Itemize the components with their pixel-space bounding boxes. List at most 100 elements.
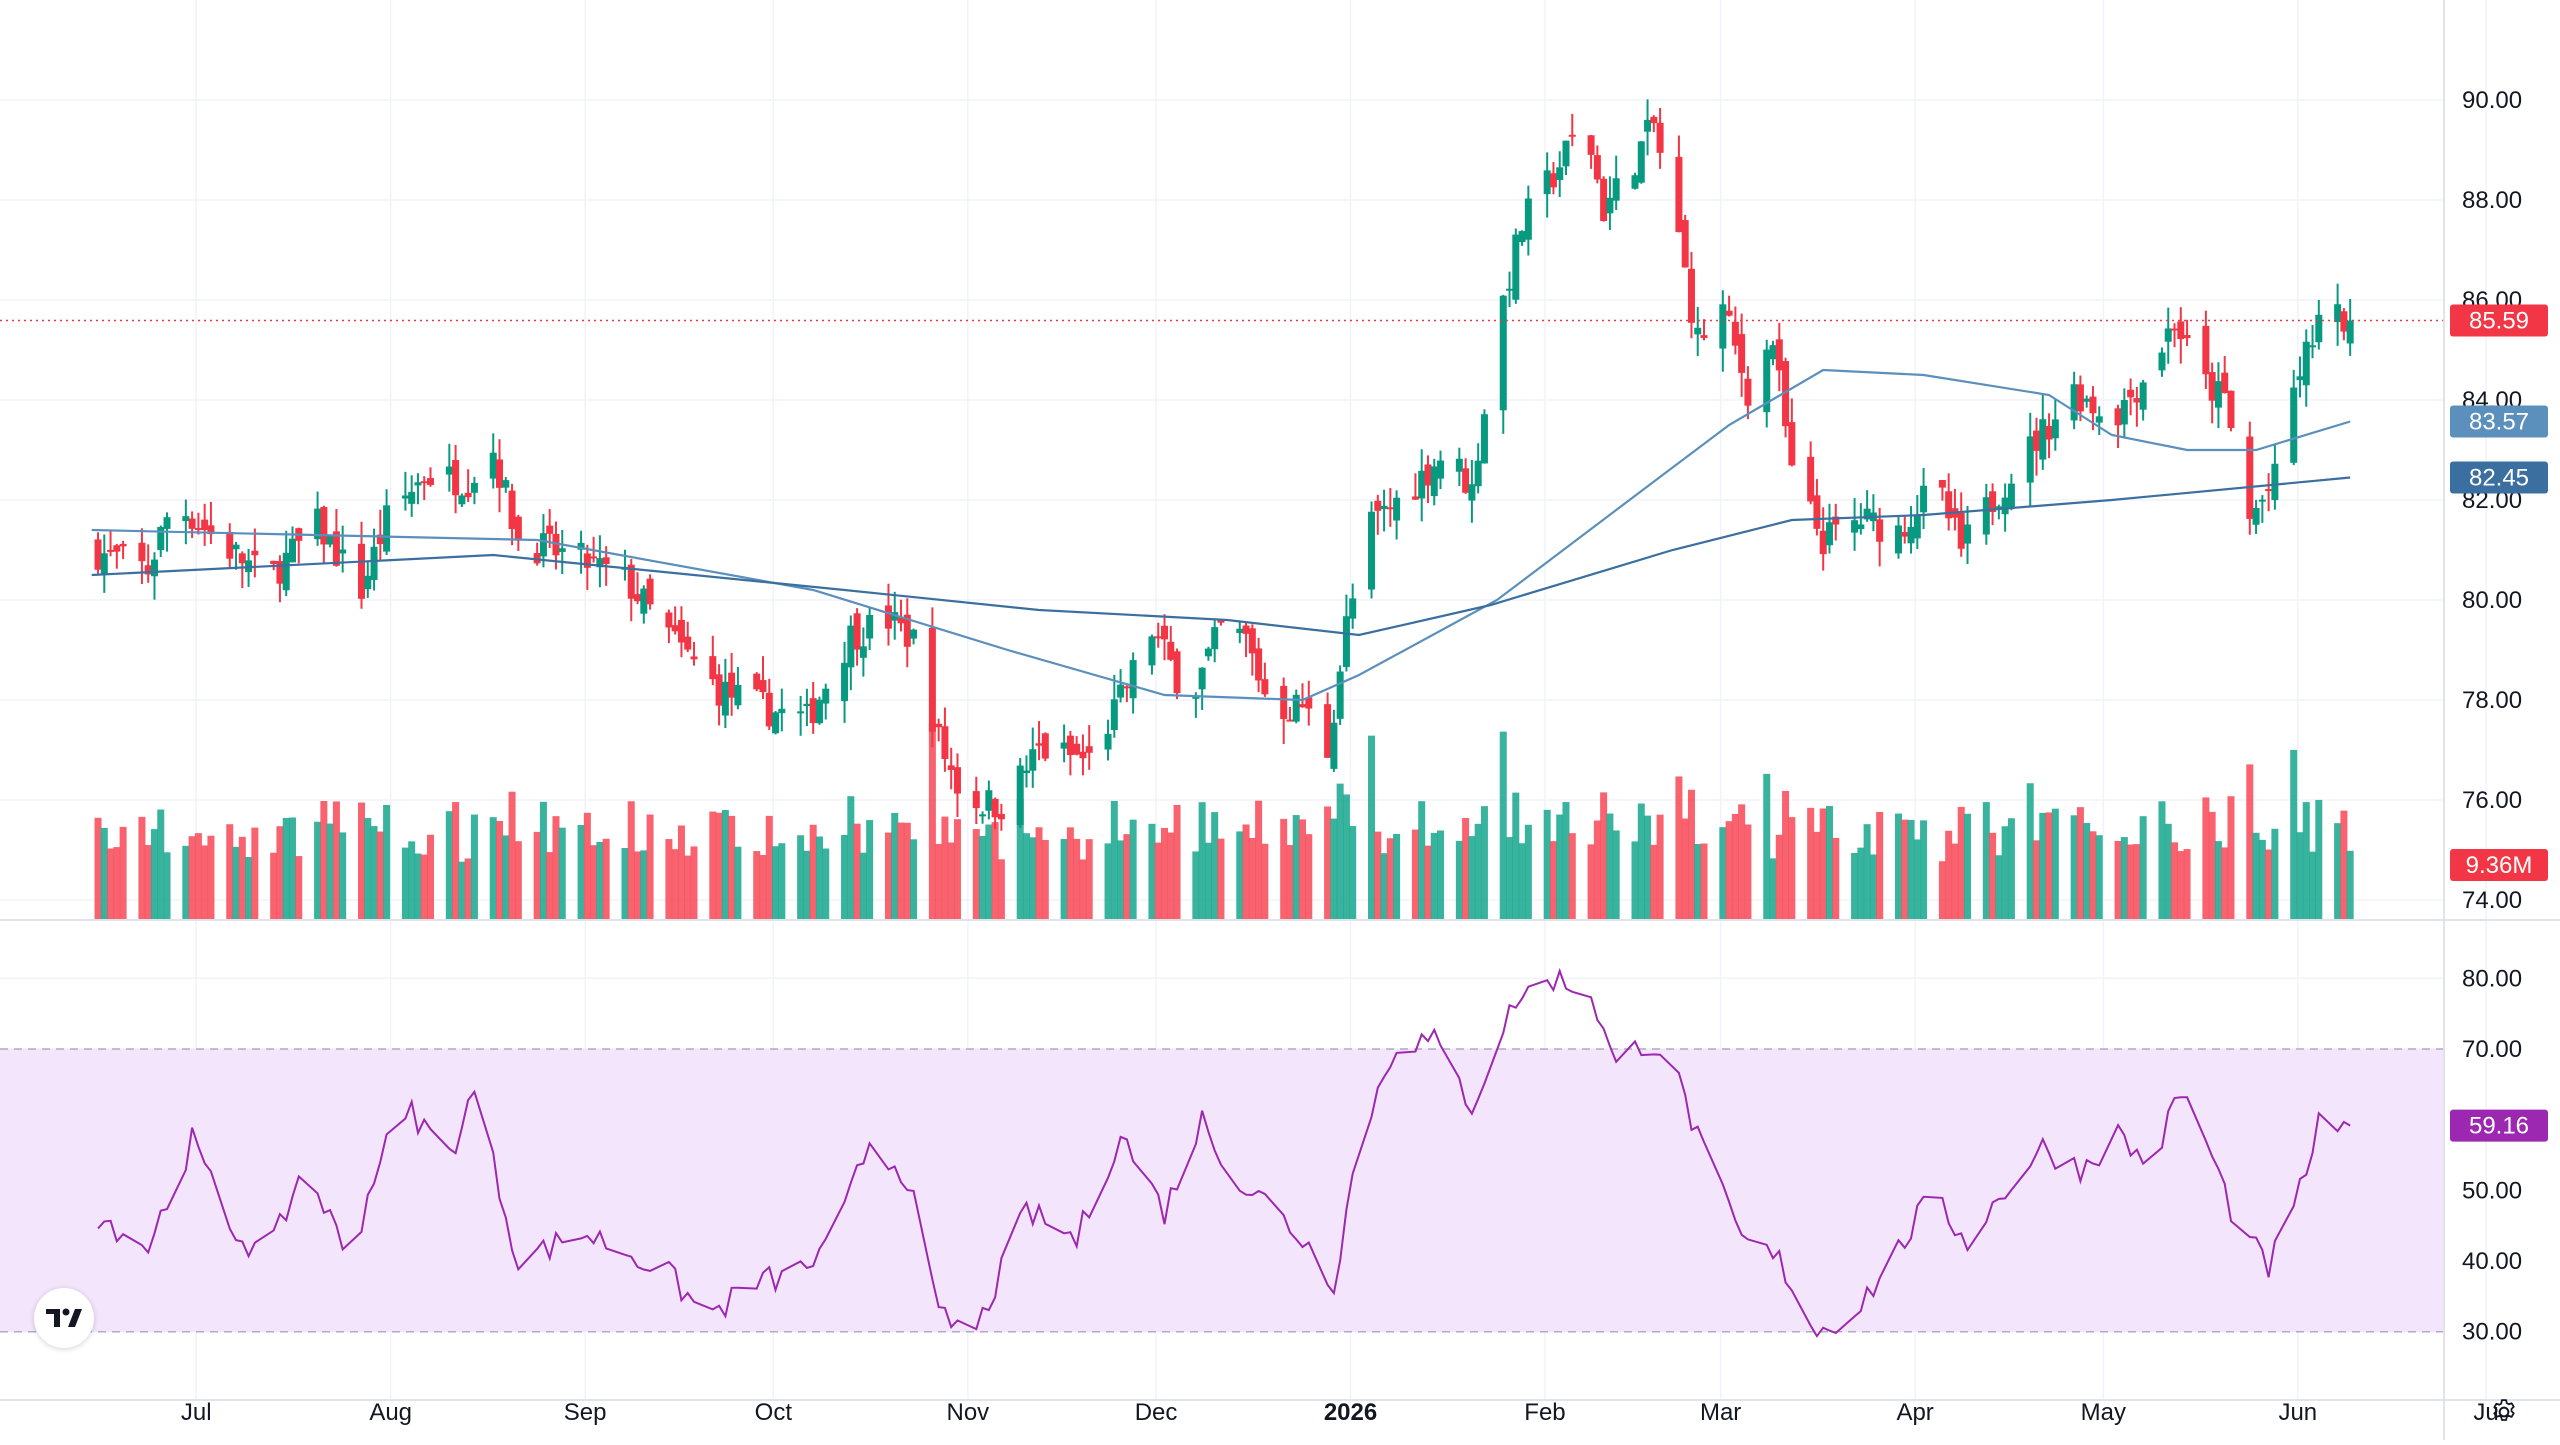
candle-body [2051, 419, 2059, 439]
volume-bar [1938, 861, 1946, 920]
candle-body [1543, 170, 1551, 195]
candle-body [2045, 425, 2053, 440]
volume-bar [1110, 800, 1118, 920]
candle-body [928, 627, 936, 732]
volume-label-text: 9.36M [2466, 852, 2533, 879]
volume-bar [232, 846, 240, 920]
volume-bar [1788, 817, 1796, 920]
volume-bar [1480, 806, 1488, 920]
candle-body [1462, 468, 1470, 493]
volume-bar [100, 827, 108, 920]
volume-bar [1775, 834, 1783, 920]
price-tick-label: 76.00 [2462, 787, 2522, 814]
candle-body [1110, 699, 1118, 731]
candle-body [1154, 636, 1162, 639]
volume-bar [138, 816, 146, 920]
candle-body [1725, 310, 1733, 316]
volume-bar [1738, 804, 1746, 920]
candle-body [1160, 625, 1168, 640]
volume-bar [1600, 792, 1608, 920]
candle-body [2271, 463, 2279, 501]
volume-bar [1901, 819, 1909, 920]
volume-bar [188, 836, 196, 920]
price-tick-label: 78.00 [2462, 687, 2522, 714]
volume-bar [1411, 829, 1419, 920]
candle-body [772, 712, 780, 734]
volume-bar [684, 855, 692, 920]
candle-body [1813, 495, 1821, 529]
volume-bar [201, 845, 209, 920]
volume-bar [2177, 851, 2185, 920]
candle-body [1280, 685, 1288, 720]
candle-body [847, 625, 855, 668]
price-tick-label: 90.00 [2462, 87, 2522, 114]
volume-bar [1374, 831, 1382, 920]
candle-body [1035, 743, 1043, 746]
volume-bar [1066, 827, 1074, 920]
volume-bar [2340, 810, 2348, 920]
candle-body [671, 625, 679, 632]
volume-bar [1160, 827, 1168, 920]
candle-body [157, 526, 165, 551]
candle-body [1411, 496, 1419, 500]
candle-body [2158, 352, 2166, 371]
volume-bar [1813, 831, 1821, 920]
volume-bar [583, 812, 591, 920]
volume-bar [270, 852, 278, 920]
candle-body [445, 466, 453, 475]
volume-bar [383, 804, 391, 920]
candle-body [897, 617, 905, 624]
candle-body [1148, 636, 1156, 666]
tradingview-logo-button[interactable] [34, 1288, 94, 1348]
candle-body [935, 723, 943, 728]
volume-bar [1825, 806, 1833, 920]
volume-bar [1851, 852, 1859, 920]
volume-bar [282, 817, 290, 920]
candle-body [1775, 339, 1783, 371]
volume-bar [2171, 842, 2179, 920]
candle-body [684, 636, 692, 650]
volume-bar [2315, 799, 2323, 920]
candle-body [1876, 519, 1884, 542]
candle-body [119, 543, 127, 547]
candle-body [2265, 489, 2273, 492]
volume-bar [2070, 815, 2078, 920]
volume-series [94, 722, 2354, 920]
last-price-label-bg [2450, 304, 2548, 337]
candle-body [1506, 288, 1514, 291]
volume-bar [884, 832, 892, 920]
candle-body [634, 594, 642, 602]
volume-bar [1782, 790, 1790, 920]
candle-body [715, 674, 723, 706]
candle-body [1079, 751, 1087, 759]
candle-body [1292, 694, 1300, 722]
volume-bar [1073, 838, 1081, 920]
volume-bar [1336, 783, 1344, 920]
time-axis-label: May [2081, 1399, 2126, 1426]
candle-body [640, 588, 648, 614]
volume-bar [991, 822, 999, 920]
volume-bar [332, 801, 340, 920]
volume-bar [1593, 820, 1601, 920]
candle-body [2346, 320, 2354, 344]
candle-body [859, 646, 867, 658]
candle-body [1022, 770, 1030, 774]
settings-button[interactable] [2484, 1392, 2524, 1432]
candle-body [1380, 505, 1388, 510]
candle-body [815, 699, 823, 724]
moving-average-label-bg [2450, 405, 2548, 438]
volume-bar [1280, 818, 1288, 920]
time-axis-label: Jun [2278, 1399, 2317, 1426]
candle-body [677, 619, 685, 643]
candle-body [1167, 641, 1175, 660]
volume-bar [640, 850, 648, 920]
volume-bar [119, 826, 127, 920]
candle-body [1982, 497, 1990, 535]
volume-bar [1424, 845, 1432, 920]
volume-bar [646, 814, 654, 920]
volume-bar [364, 817, 372, 920]
candle-body [1192, 695, 1200, 699]
volume-bar [815, 836, 823, 920]
